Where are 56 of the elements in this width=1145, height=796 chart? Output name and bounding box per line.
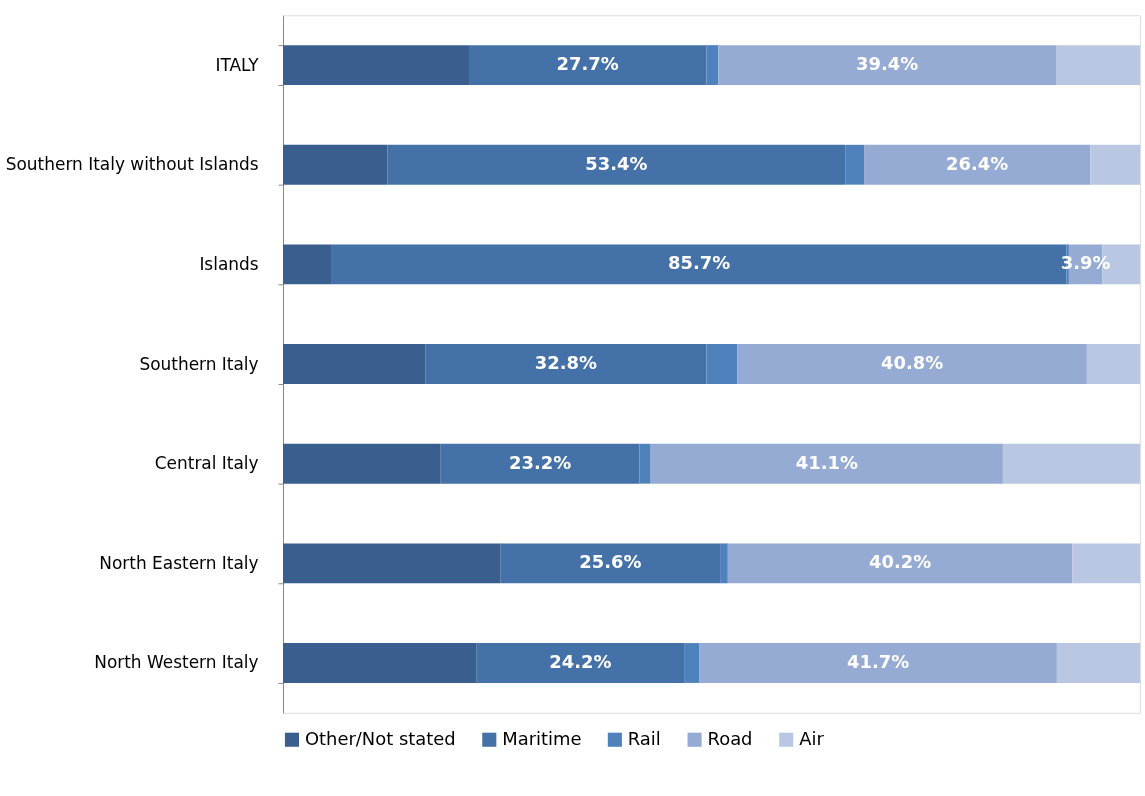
bar <box>1056 643 1141 683</box>
bar <box>283 244 332 285</box>
bar <box>727 543 1073 584</box>
bar <box>283 543 501 584</box>
bar <box>283 344 426 384</box>
data-label: 24.2% <box>549 650 612 672</box>
y-tick-label: North Western Italy <box>94 652 259 673</box>
legend-label: Maritime <box>502 727 582 749</box>
bar <box>650 443 1003 484</box>
legend-label: Other/Not stated <box>304 727 456 749</box>
bar <box>720 543 728 584</box>
bar <box>476 643 685 683</box>
data-label: 53.4% <box>585 152 648 174</box>
y-tick-label: Southern Italy without Islands <box>5 154 259 175</box>
bar <box>283 45 469 86</box>
bar <box>500 543 721 584</box>
data-label: 40.2% <box>868 551 932 573</box>
legend-label: Air <box>799 727 825 749</box>
bar <box>387 144 846 185</box>
bar <box>1086 344 1141 384</box>
bar <box>440 443 640 484</box>
bar <box>639 443 651 484</box>
bar <box>718 45 1057 86</box>
data-label: 85.7% <box>667 252 731 274</box>
y-tick-label: ITALY <box>215 54 260 75</box>
bar <box>737 344 1087 384</box>
bar <box>845 144 865 185</box>
bar <box>283 643 477 683</box>
bar <box>283 144 388 185</box>
bar <box>699 643 1057 683</box>
bar <box>283 443 441 484</box>
bar <box>706 344 738 384</box>
data-label: 27.7% <box>556 53 619 75</box>
data-label: 39.4% <box>856 53 919 75</box>
bar <box>425 344 707 384</box>
data-label: 25.6% <box>579 551 642 573</box>
legend-label: Road <box>707 727 753 749</box>
data-label: 41.7% <box>847 650 910 672</box>
data-label: 40.8% <box>880 352 944 374</box>
data-label: 26.4% <box>946 152 1009 174</box>
bar <box>864 144 1091 185</box>
bar <box>1090 144 1141 185</box>
bar <box>468 45 707 86</box>
y-tick-label: Central Italy <box>154 453 259 474</box>
data-label: 23.2% <box>509 451 572 473</box>
data-label: 41.1% <box>795 451 858 473</box>
bar <box>706 45 719 86</box>
bar <box>1056 45 1141 86</box>
legend-label: Rail <box>627 727 661 749</box>
bar <box>1072 543 1141 584</box>
y-tick-label: Southern Italy <box>139 353 259 374</box>
bar <box>1002 443 1141 484</box>
data-label: 32.8% <box>534 352 597 374</box>
bar <box>684 643 700 683</box>
y-tick-label: Islands <box>199 253 259 274</box>
y-tick-label: North Eastern Italy <box>99 552 259 573</box>
